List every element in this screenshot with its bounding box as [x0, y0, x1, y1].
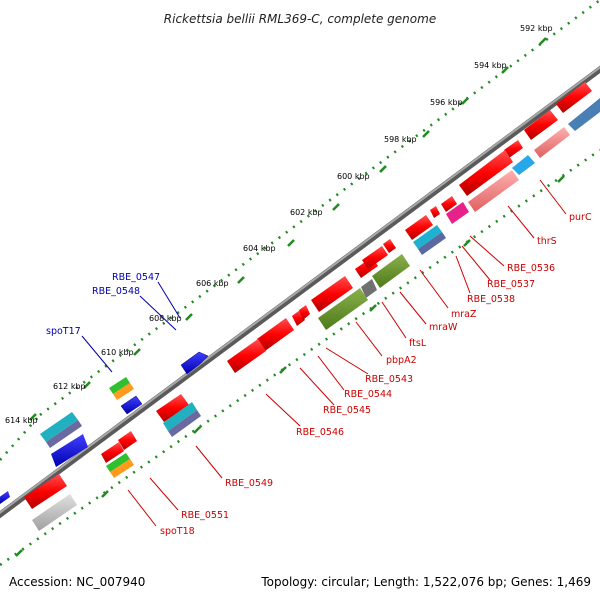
gene-label[interactable]: RBE_0545	[323, 405, 371, 416]
gene-arrow-RBE_0549[interactable]	[156, 394, 189, 422]
gene-label[interactable]: spoT17	[46, 326, 81, 337]
gene-arrow-RBE_0546[interactable]	[227, 339, 266, 373]
gene-arrow[interactable]	[362, 246, 388, 269]
reverse-leaders	[127, 179, 567, 527]
gene-arrow[interactable]	[534, 127, 570, 158]
forward-labels: RBE_0547 RBE_0548 spoT17	[46, 272, 160, 337]
gene-arrow[interactable]	[163, 402, 197, 431]
inner-major-ticks	[15, 175, 565, 557]
gene-arrow-purC[interactable]	[459, 150, 513, 196]
gene-arrow-RBE_0536[interactable]	[446, 202, 469, 224]
gene-label[interactable]: RBE_0536	[507, 263, 555, 274]
reverse-labels: purC thrS RBE_0536 RBE_0537 RBE_0538 mra…	[160, 212, 592, 537]
gene-arrow[interactable]	[524, 110, 558, 140]
gene-arrow-thrS[interactable]	[468, 170, 519, 212]
gene-arrow-mraW[interactable]	[361, 279, 377, 298]
gene-label[interactable]: RBE_0548	[92, 286, 140, 297]
gene-label[interactable]: mraZ	[451, 309, 477, 320]
scale-tick-label: 594 kbp	[474, 61, 507, 70]
gene-arrow-spoT18-b[interactable]	[110, 459, 134, 478]
gene-arrow-rbe0548[interactable]	[120, 395, 143, 415]
outer-major-ticks	[29, 37, 547, 421]
gene-label[interactable]: spoT18	[160, 526, 195, 537]
genome-backbone-highlight	[0, 66, 600, 514]
gene-arrow[interactable]	[504, 140, 523, 158]
scale-tick-label: 614 kbp	[5, 416, 38, 425]
scale-tick-label: 602 kbp	[290, 208, 323, 217]
gene-arrow-RBE_0538[interactable]	[418, 232, 446, 255]
gene-label[interactable]: RBE_0537	[487, 279, 535, 290]
gene-arrow-spoT18-a[interactable]	[106, 453, 130, 472]
gene-arrow-mraZ[interactable]	[372, 254, 410, 288]
gene-label[interactable]: RBE_0551	[181, 510, 229, 521]
forward-features	[0, 351, 209, 504]
gene-label[interactable]: thrS	[537, 236, 557, 247]
gene-arrow[interactable]	[32, 494, 77, 531]
gene-arrow-rbe0547[interactable]	[180, 351, 209, 375]
scale-labels: 592 kbp 594 kbp 596 kbp 598 kbp 600 kbp …	[5, 24, 553, 425]
scale-tick-label: 600 kbp	[337, 172, 370, 181]
gene-label[interactable]: RBE_0543	[365, 374, 413, 385]
scale-tick-label: 596 kbp	[430, 98, 463, 107]
genome-backbone	[0, 65, 600, 519]
gene-arrow-RBE_0544[interactable]	[299, 305, 310, 320]
scale-tick-label: 606 kbp	[196, 279, 229, 288]
gene-arrow[interactable]	[383, 239, 396, 253]
gene-label[interactable]: RBE_0544	[344, 389, 392, 400]
gene-label[interactable]: ftsL	[409, 338, 427, 349]
gene-label[interactable]: pbpA2	[386, 355, 417, 366]
scale-tick-label: 612 kbp	[53, 382, 86, 391]
gene-arrow[interactable]	[168, 410, 201, 437]
reverse-features	[24, 82, 600, 531]
gene-arrow-RBE_0537[interactable]	[413, 225, 442, 249]
gene-arrow[interactable]	[405, 215, 433, 240]
forward-leaders	[81, 281, 181, 373]
gene-label[interactable]: mraW	[429, 322, 458, 333]
gene-label[interactable]: RBE_0538	[467, 294, 515, 305]
gene-arrow-edge[interactable]	[0, 491, 10, 504]
scale-tick-label: 610 kbp	[101, 348, 134, 357]
gene-arrow-RBE_0551b[interactable]	[101, 442, 124, 463]
gene-arrow-RBE_0551[interactable]	[118, 431, 137, 450]
gene-label[interactable]: RBE_0547	[112, 272, 160, 283]
gene-arrow[interactable]	[46, 420, 82, 448]
gene-label[interactable]: RBE_0549	[225, 478, 273, 489]
gene-arrow-pbpA2[interactable]	[318, 288, 368, 330]
gene-arrow-spot17-a[interactable]	[109, 377, 130, 394]
scale-tick-label: 608 kbp	[149, 314, 182, 323]
gene-arrow-RBE_0545[interactable]	[257, 318, 294, 351]
scale-tick-label: 604 kbp	[243, 244, 276, 253]
gene-arrow[interactable]	[556, 82, 592, 113]
gene-arrow[interactable]	[40, 412, 78, 442]
outer-scale-dots-left	[0, 414, 41, 461]
accession-text: Accession: NC_007940	[9, 575, 145, 589]
gene-arrow[interactable]	[512, 155, 535, 175]
genome-summary-text: Topology: circular; Length: 1,522,076 bp…	[260, 575, 591, 589]
gene-arrow[interactable]	[24, 474, 67, 509]
gene-arrow[interactable]	[430, 206, 440, 218]
scale-tick-label: 592 kbp	[520, 24, 553, 33]
page-title: Rickettsia bellii RML369-C, complete gen…	[164, 12, 436, 26]
gene-arrow[interactable]	[51, 434, 88, 467]
gene-arrow[interactable]	[441, 196, 457, 212]
gene-label[interactable]: purC	[569, 212, 592, 223]
gene-arrow[interactable]	[568, 98, 600, 131]
gene-label[interactable]: RBE_0546	[296, 427, 344, 438]
scale-tick-label: 598 kbp	[384, 135, 417, 144]
gene-arrow-spot17-b[interactable]	[113, 383, 134, 400]
gene-arrow-ftsL[interactable]	[311, 276, 353, 312]
